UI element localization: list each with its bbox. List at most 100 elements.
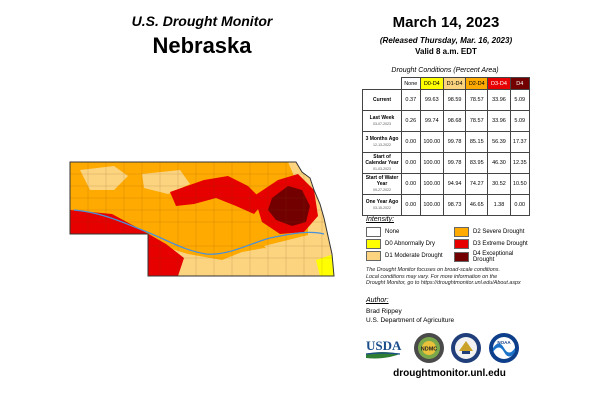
legend-label: D1 Moderate Drought: [385, 253, 443, 259]
row-label-text: Start of Water Year: [365, 175, 399, 187]
header-blank: [363, 78, 402, 90]
legend-swatch: [454, 227, 469, 237]
legend-item-d2: D2 Severe Drought: [454, 227, 524, 237]
header-d2-d4: D2-D4: [465, 77, 489, 90]
row-label: Current: [362, 89, 402, 111]
commerce-seal-logo: [451, 333, 481, 363]
table-row: Start of Water Year 09-27-2022 0.00 100.0…: [362, 173, 531, 195]
table-cell: 0.00: [401, 152, 421, 174]
table-cell: 0.00: [401, 173, 421, 195]
table-cell: 78.57: [465, 110, 489, 132]
drought-conditions-table: None D0-D4 D1-D4 D2-D4 D3-D4 D4 Current …: [362, 77, 531, 216]
table-row: Current 0.37 99.63 98.59 78.57 33.96 5.0…: [362, 89, 531, 111]
table-cell: 98.59: [442, 89, 467, 111]
table-row: One Year Ago 03-15-2022 0.00 100.00 98.73…: [362, 194, 531, 216]
table-cell: 85.15: [465, 131, 489, 153]
platte-river: [73, 209, 325, 255]
row-label: Last Week 03-07-2023: [362, 110, 402, 132]
legend-item-d0: D0 Abnormally Dry: [366, 239, 435, 249]
header-d3-d4: D3-D4: [487, 77, 511, 90]
table-cell: 5.09: [509, 110, 531, 132]
table-cell: 100.00: [419, 173, 444, 195]
table-cell: 94.94: [442, 173, 467, 195]
row-label: Start of Calendar Year 01-03-2023: [362, 152, 402, 174]
author-label: Author:: [366, 297, 389, 304]
d3-north-central-area: [170, 176, 264, 214]
table-cell: 98.68: [442, 110, 467, 132]
blurb-line: Drought Monitor, go to https://droughtmo…: [366, 280, 521, 287]
table-cell: 99.78: [442, 152, 467, 174]
table-cell: 83.95: [465, 152, 489, 174]
table-cell: 99.74: [419, 110, 444, 132]
row-label: Start of Water Year 09-27-2022: [362, 173, 402, 195]
d1-central-pocket: [142, 170, 190, 194]
row-label: 3 Months Ago 12-13-2022: [362, 131, 402, 153]
table-row: Last Week 03-07-2023 0.26 99.74 98.68 78.…: [362, 110, 531, 132]
usda-logo: USDA: [365, 338, 402, 359]
monitor-title: U.S. Drought Monitor: [131, 13, 273, 29]
table-cell: 0.26: [401, 110, 421, 132]
legend-swatch: [366, 227, 381, 237]
table-row: 3 Months Ago 12-13-2022 0.00 100.00 99.78…: [362, 131, 531, 153]
partner-logos: USDA NDMC NOAA: [362, 330, 537, 366]
table-cell: 46.30: [487, 152, 511, 174]
row-date: 01-03-2023: [373, 167, 391, 171]
table-cell: 74.27: [465, 173, 489, 195]
legend-item-none: None: [366, 227, 399, 237]
intensity-legend: None D0 Abnormally Dry D1 Moderate Droug…: [366, 227, 536, 263]
table-cell: 99.78: [442, 131, 467, 153]
table-cell: 30.52: [487, 173, 511, 195]
legend-label: D2 Severe Drought: [473, 229, 525, 235]
table-cell: 33.96: [487, 110, 511, 132]
row-date: 12-13-2022: [373, 143, 391, 147]
d1-north-pocket: [80, 166, 128, 190]
table-row: Start of Calendar Year 01-03-2023 0.00 10…: [362, 152, 531, 174]
table-cell: 100.00: [419, 131, 444, 153]
release-note: (Released Thursday, Mar. 16, 2023): [379, 36, 513, 45]
row-label-text: 3 Months Ago: [365, 136, 399, 142]
drought-monitor-blurb: The Drought Monitor focuses on broad-sca…: [366, 267, 546, 287]
legend-item-d3: D3 Extreme Drought: [454, 239, 528, 249]
row-label-text: Current: [372, 97, 392, 103]
legend-swatch: [366, 251, 381, 261]
noaa-logo-text: NOAA: [497, 340, 511, 345]
usda-logo-text: USDA: [366, 338, 402, 353]
row-label: One Year Ago 03-15-2022: [362, 194, 402, 216]
table-cell: 5.09: [509, 89, 531, 111]
row-label-text: Start of Calendar Year: [365, 154, 399, 166]
row-date: 03-15-2022: [373, 206, 391, 210]
legend-swatch: [454, 239, 469, 249]
row-date: 09-27-2022: [373, 188, 391, 192]
author-name: Brad Rippey: [366, 308, 402, 315]
d1-southeast-area: [264, 232, 334, 276]
footer-url[interactable]: droughtmonitor.unl.edu: [393, 368, 506, 379]
ndmc-logo: NDMC: [414, 333, 444, 363]
table-cell: 56.39: [487, 131, 511, 153]
table-cell: 17.37: [509, 131, 531, 153]
legend-swatch: [454, 252, 469, 262]
legend-label: D3 Extreme Drought: [473, 241, 528, 247]
row-label-text: One Year Ago: [365, 199, 399, 205]
blurb-line: Local conditions may vary. For more info…: [366, 273, 498, 280]
valid-time: Valid 8 a.m. EDT: [415, 47, 477, 56]
table-cell: 98.73: [442, 194, 467, 216]
table-cell: 0.00: [509, 194, 531, 216]
legend-label: D4 Exceptional Drought: [472, 251, 514, 263]
county-lines: [70, 162, 334, 276]
table-cell: 0.37: [401, 89, 421, 111]
map-date: March 14, 2023: [392, 14, 500, 31]
ndmc-logo-text: NDMC: [421, 347, 438, 353]
row-date: 03-07-2023: [373, 122, 391, 126]
table-caption: Drought Conditions (Percent Area): [391, 67, 499, 74]
nebraska-drought-map: [69, 161, 335, 277]
author-org: U.S. Department of Agriculture: [366, 317, 455, 324]
d0-southeast-area: [316, 254, 334, 276]
legend-label: None: [385, 229, 400, 235]
table-cell: 1.38: [487, 194, 511, 216]
table-cell: 33.96: [487, 89, 511, 111]
table-cell: 10.50: [509, 173, 531, 195]
legend-label: D0 Abnormally Dry: [385, 241, 436, 247]
table-cell: 100.00: [419, 194, 444, 216]
header-d4: D4: [509, 77, 531, 90]
state-title: Nebraska: [152, 33, 252, 58]
